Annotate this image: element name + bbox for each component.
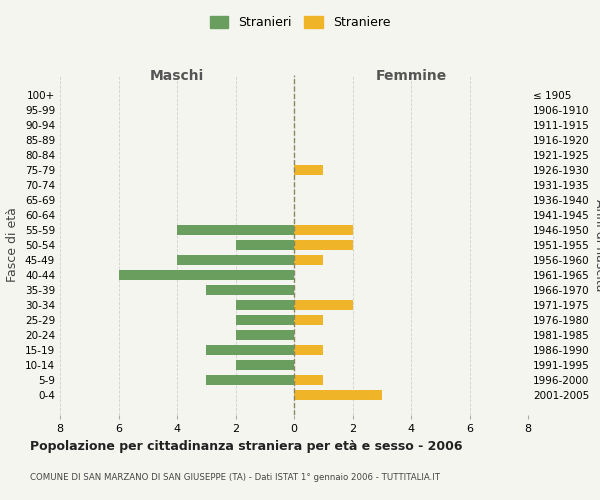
Legend: Stranieri, Straniere: Stranieri, Straniere bbox=[205, 11, 395, 34]
Bar bbox=[294, 315, 323, 324]
Bar bbox=[177, 225, 294, 235]
Bar bbox=[294, 225, 353, 235]
Bar bbox=[294, 255, 323, 265]
Bar bbox=[206, 375, 294, 384]
Y-axis label: Fasce di età: Fasce di età bbox=[7, 208, 19, 282]
Bar bbox=[294, 166, 323, 175]
Bar bbox=[235, 330, 294, 340]
Bar bbox=[235, 300, 294, 310]
Bar bbox=[294, 375, 323, 384]
Y-axis label: Anni di nascita: Anni di nascita bbox=[593, 198, 600, 291]
Bar bbox=[206, 285, 294, 295]
Bar bbox=[294, 300, 353, 310]
Text: Popolazione per cittadinanza straniera per età e sesso - 2006: Popolazione per cittadinanza straniera p… bbox=[30, 440, 463, 453]
Bar bbox=[235, 315, 294, 324]
Bar bbox=[294, 390, 382, 400]
Bar bbox=[206, 345, 294, 354]
Bar bbox=[294, 345, 323, 354]
Text: Maschi: Maschi bbox=[150, 70, 204, 84]
Text: Femmine: Femmine bbox=[376, 70, 446, 84]
Bar bbox=[119, 270, 294, 280]
Bar bbox=[235, 360, 294, 370]
Bar bbox=[294, 240, 353, 250]
Bar bbox=[177, 255, 294, 265]
Bar bbox=[235, 240, 294, 250]
Text: COMUNE DI SAN MARZANO DI SAN GIUSEPPE (TA) - Dati ISTAT 1° gennaio 2006 - TUTTIT: COMUNE DI SAN MARZANO DI SAN GIUSEPPE (T… bbox=[30, 473, 440, 482]
